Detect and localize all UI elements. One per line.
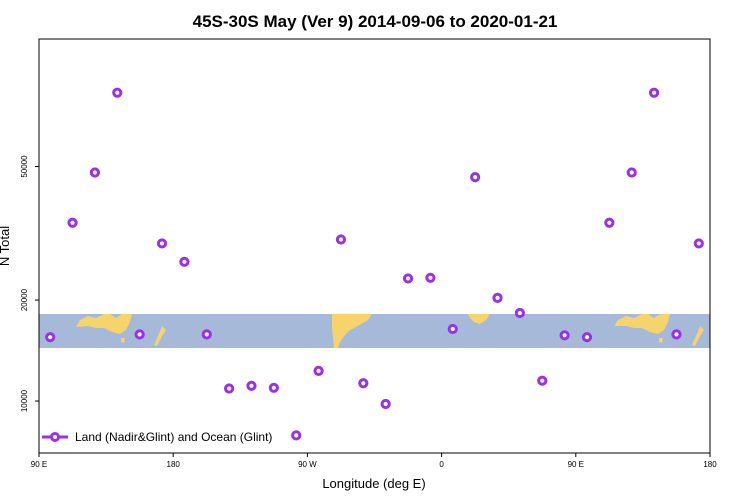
land-south-america: [332, 314, 372, 348]
data-point: [470, 172, 481, 183]
data-point: [224, 383, 235, 394]
data-point: [425, 272, 436, 283]
data-point: [358, 378, 369, 389]
x-tick-label: 180: [703, 460, 717, 469]
legend-marker: [50, 432, 60, 442]
x-axis: 90 E 180 90 W 0 90 E 180: [31, 453, 717, 469]
x-tick-label: 90 W: [298, 460, 317, 469]
data-point: [447, 323, 458, 335]
land-tasmania-1: [121, 338, 125, 343]
x-tick-label: 90 E: [31, 460, 47, 469]
legend-entry: Land (Nadir&Glint) and Ocean (Glint): [75, 430, 272, 444]
data-point: [559, 330, 570, 341]
data-point: [626, 167, 637, 178]
map-band: [39, 314, 710, 348]
data-point: [246, 380, 257, 391]
data-point: [156, 238, 168, 249]
data-point: [112, 87, 123, 98]
x-tick-label: 90 E: [568, 460, 584, 469]
data-point: [604, 217, 615, 228]
map-ocean: [39, 314, 710, 348]
data-point: [514, 307, 525, 319]
data-point: [313, 365, 324, 376]
data-point: [201, 329, 212, 340]
land-nz-2: [692, 326, 704, 346]
data-points: [45, 87, 704, 441]
land-nz-1: [154, 326, 166, 346]
data-point: [335, 234, 347, 245]
y-axis: 10000 20000 50000: [20, 155, 39, 412]
y-axis-label: N Total: [0, 226, 12, 266]
chart-title: 45S-30S May (Ver 9) 2014-09-06 to 2020-0…: [193, 12, 558, 31]
y-tick-label: 50000: [20, 155, 29, 178]
data-point: [581, 332, 593, 343]
land-africa: [468, 314, 490, 324]
plot-frame: [38, 38, 711, 454]
data-point: [291, 430, 302, 441]
data-point: [67, 217, 78, 228]
data-point: [492, 292, 503, 303]
legend: Land (Nadir&Glint) and Ocean (Glint): [42, 430, 272, 444]
data-point: [537, 375, 548, 386]
data-point: [693, 238, 704, 249]
y-tick-label: 20000: [20, 288, 29, 311]
data-point: [648, 87, 660, 98]
data-point: [671, 329, 682, 340]
land-australia-2: [614, 314, 670, 334]
land-tasmania-2: [659, 338, 663, 343]
x-axis-label: Longitude (deg E): [322, 476, 425, 491]
map-land: [76, 314, 704, 348]
data-point: [134, 329, 145, 340]
y-tick-label: 10000: [20, 389, 29, 412]
data-point: [380, 398, 391, 410]
x-tick-label: 180: [167, 460, 181, 469]
data-point: [179, 256, 190, 267]
x-tick-label: 0: [439, 460, 444, 469]
data-point: [45, 332, 56, 343]
data-point: [89, 167, 101, 178]
data-point: [268, 382, 279, 393]
data-point: [402, 273, 414, 284]
land-australia-1: [76, 314, 132, 334]
